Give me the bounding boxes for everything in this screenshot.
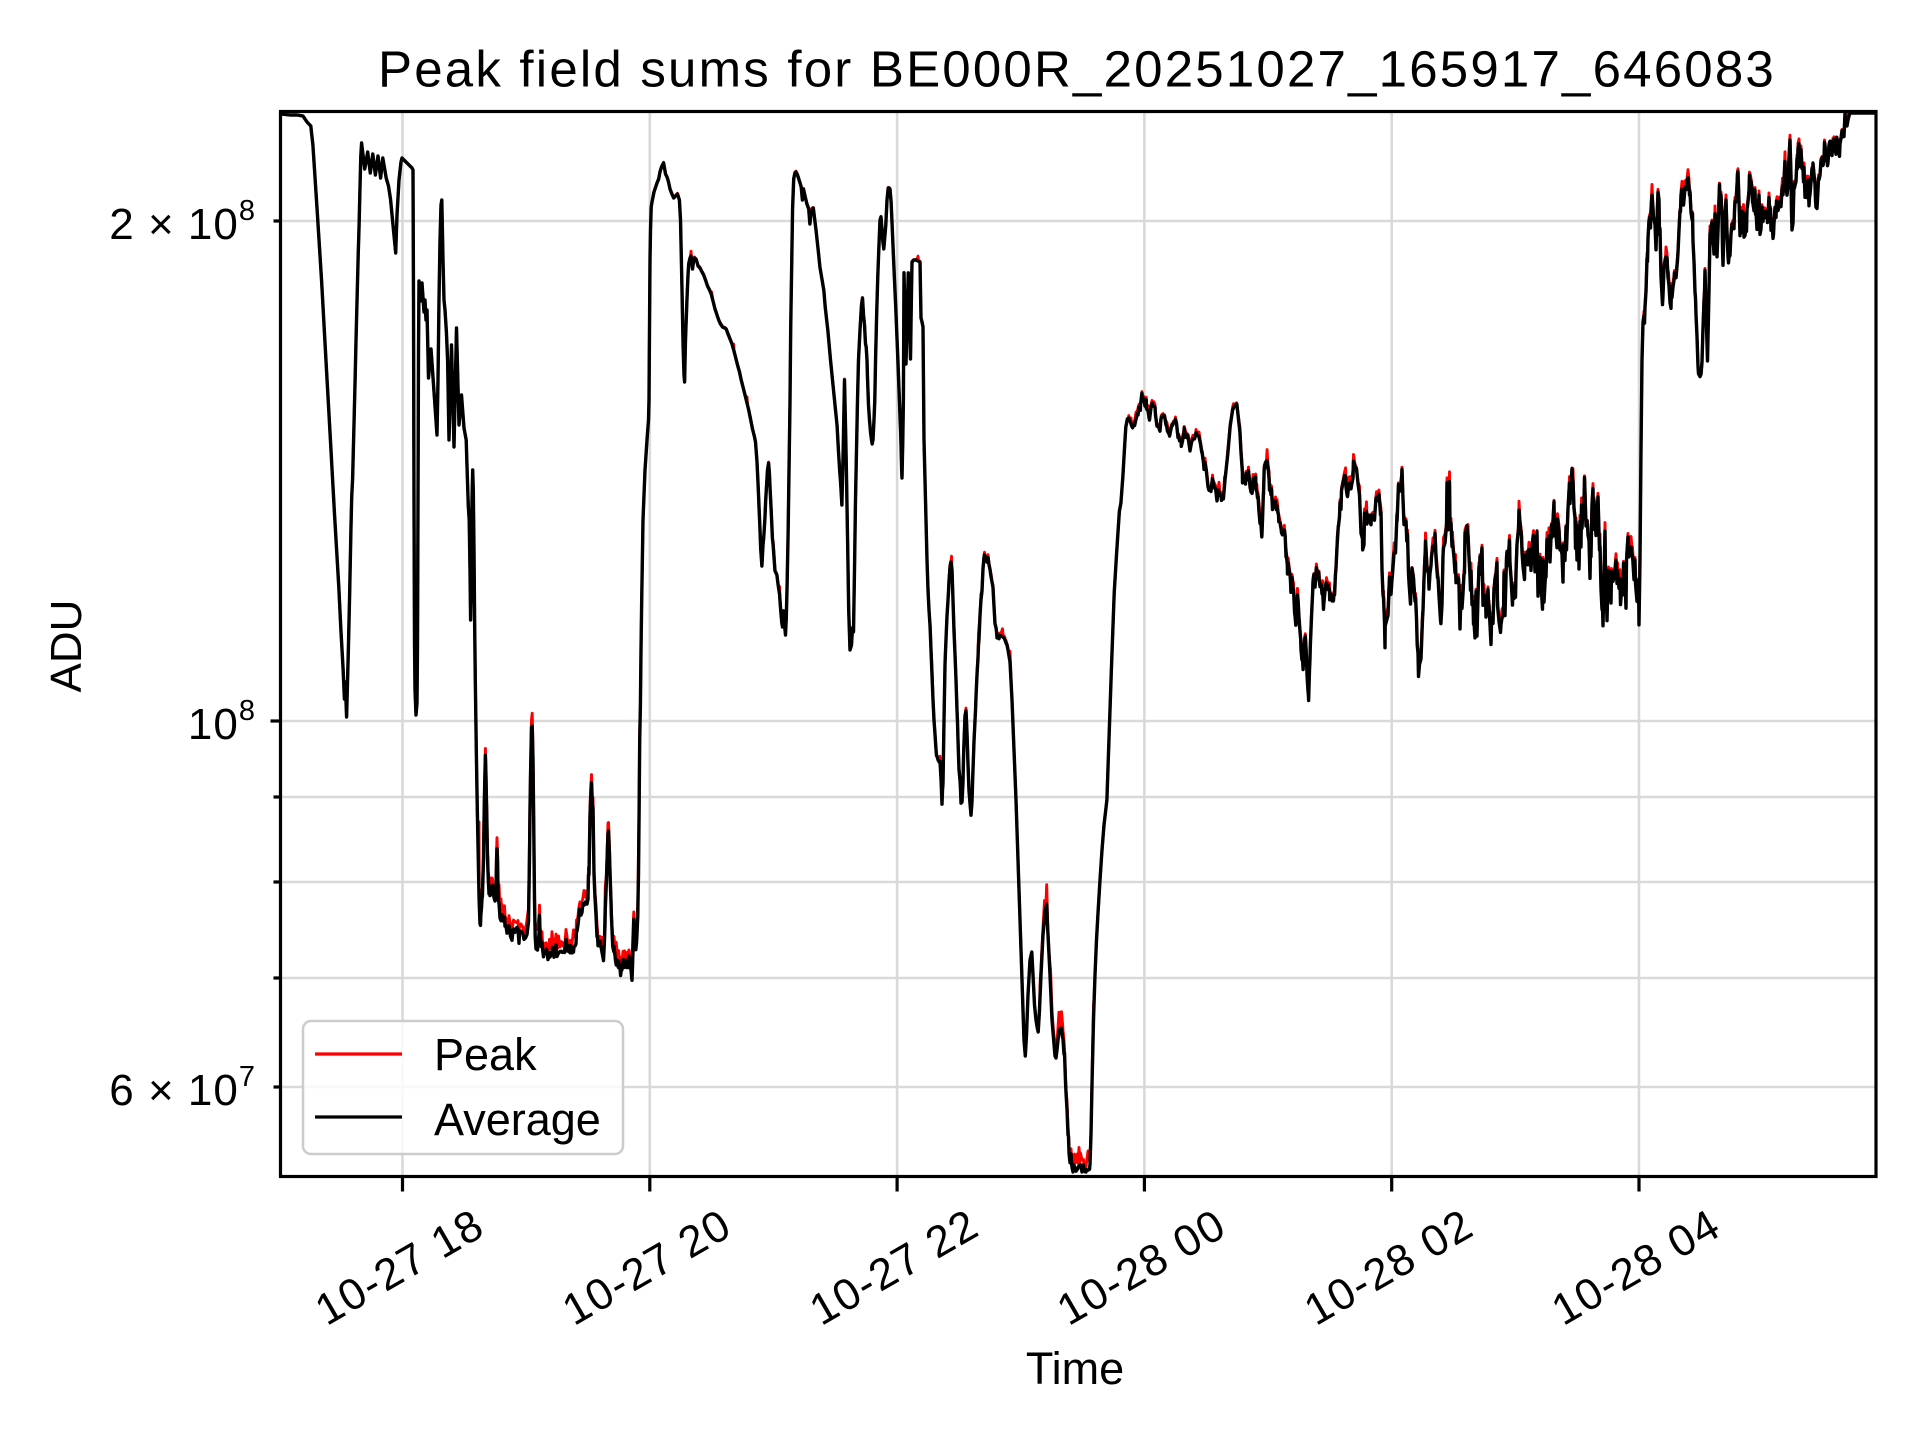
svg-text:Average: Average bbox=[434, 1094, 601, 1145]
svg-text:6 × 107: 6 × 107 bbox=[109, 1061, 256, 1115]
svg-text:Time: Time bbox=[1026, 1343, 1124, 1394]
svg-text:Peak field sums for BE000R_202: Peak field sums for BE000R_20251027_1659… bbox=[378, 41, 1776, 98]
svg-text:ADU: ADU bbox=[42, 600, 91, 693]
svg-text:Peak: Peak bbox=[434, 1029, 537, 1080]
svg-text:2 × 108: 2 × 108 bbox=[109, 195, 256, 249]
